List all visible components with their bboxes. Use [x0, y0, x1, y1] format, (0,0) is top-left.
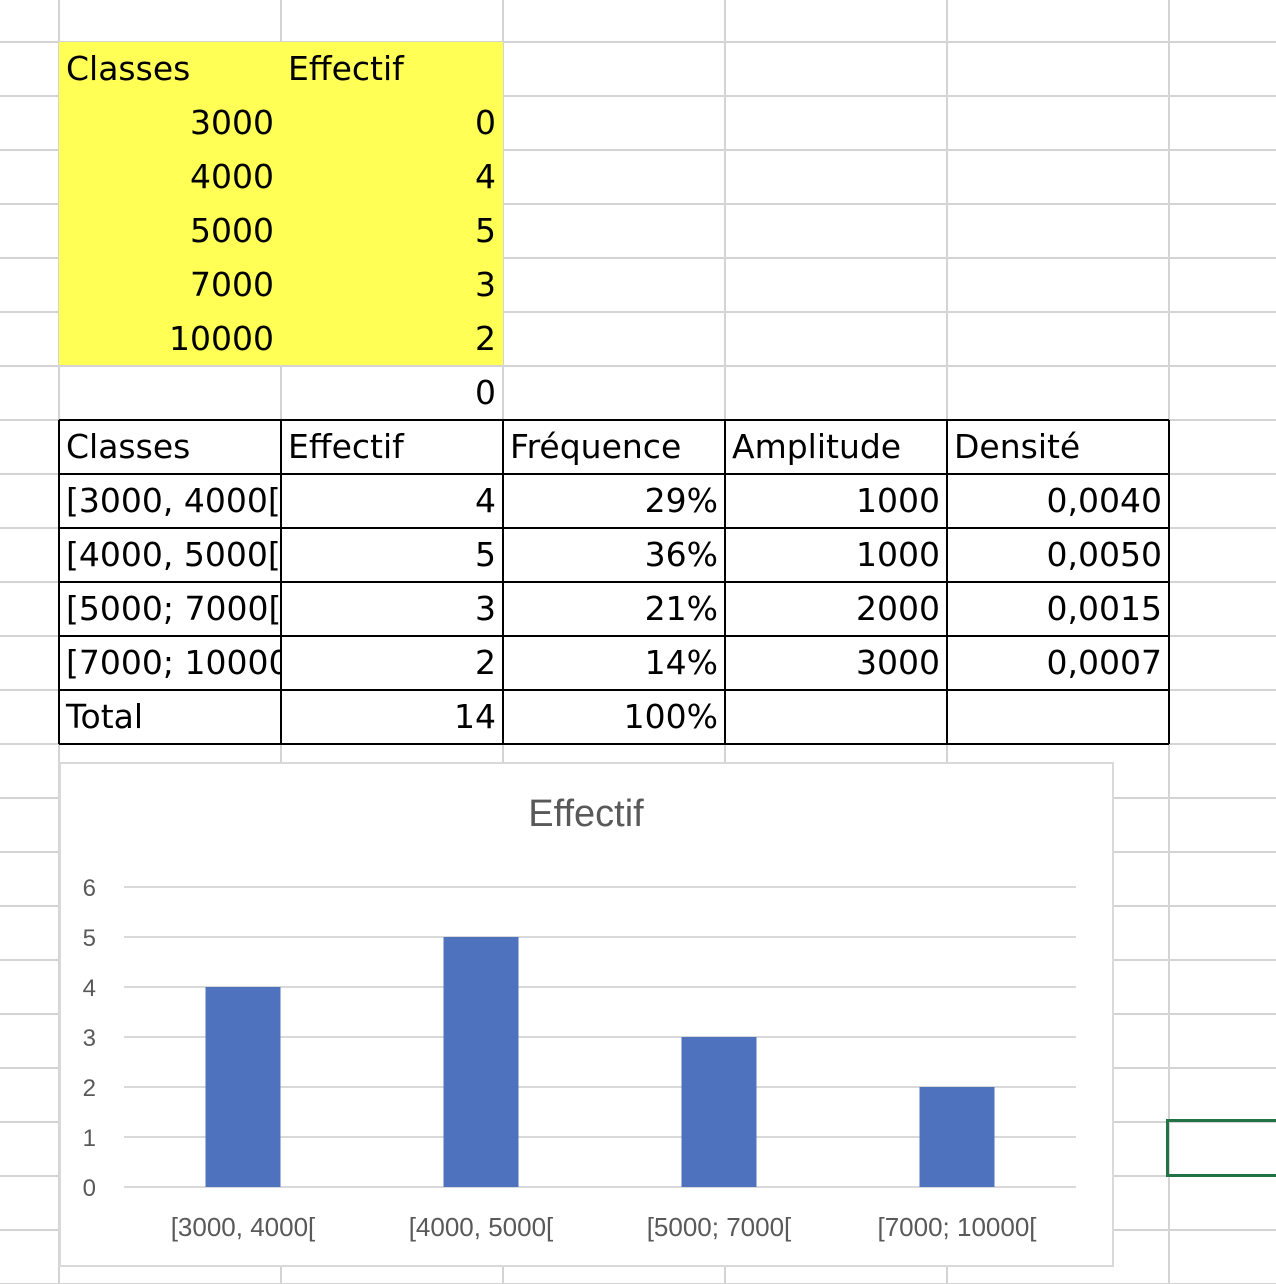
summary-header-amplitude[interactable]: Amplitude	[732, 427, 902, 466]
summary-cell-densite[interactable]: 0,0015	[1046, 589, 1162, 628]
y-tick-label: 6	[83, 875, 96, 902]
summary-cell-effectif[interactable]: 4	[475, 481, 496, 520]
chart-title: Effectif	[528, 793, 644, 835]
input-cell[interactable]: 7000	[190, 265, 274, 304]
y-tick-label: 3	[83, 1025, 96, 1052]
input-cell[interactable]: 0	[475, 103, 496, 142]
summary-header-classes[interactable]: Classes	[66, 427, 191, 466]
input-header-classes[interactable]: Classes	[66, 49, 191, 88]
selected-cell[interactable]	[1166, 1119, 1276, 1177]
input-cell[interactable]: 5000	[190, 211, 274, 250]
y-tick-label: 2	[83, 1075, 96, 1102]
bar	[443, 937, 519, 1187]
y-tick-label: 0	[83, 1175, 96, 1202]
summary-cell-amplitude[interactable]: 1000	[856, 481, 940, 520]
summary-total-label[interactable]: Total	[66, 697, 144, 736]
summary-header-densite[interactable]: Densité	[954, 427, 1081, 466]
summary-cell-densite[interactable]: 0,0007	[1046, 643, 1162, 682]
x-tick-label: [4000, 5000[	[409, 1212, 554, 1242]
summary-total-frequence[interactable]: 100%	[623, 697, 718, 736]
input-cell[interactable]: 5	[475, 211, 496, 250]
x-tick-label: [7000; 10000[	[877, 1212, 1037, 1242]
y-tick-label: 4	[83, 975, 96, 1002]
bar	[919, 1087, 995, 1187]
summary-cell-effectif[interactable]: 2	[475, 643, 496, 682]
input-cell[interactable]: 4000	[190, 157, 274, 196]
summary-cell-frequence[interactable]: 14%	[644, 643, 718, 682]
input-cell[interactable]: 2	[475, 319, 496, 358]
summary-cell-amplitude[interactable]: 3000	[856, 643, 940, 682]
summary-cell-amplitude[interactable]: 2000	[856, 589, 940, 628]
summary-cell-densite[interactable]: 0,0050	[1046, 535, 1162, 574]
summary-cell-frequence[interactable]: 36%	[644, 535, 718, 574]
bar	[205, 987, 281, 1187]
summary-cell-class[interactable]: [5000; 7000[	[66, 589, 281, 628]
y-tick-label: 1	[83, 1125, 96, 1152]
summary-cell-class[interactable]: [4000, 5000[	[66, 535, 281, 574]
highlighted-range	[59, 42, 503, 365]
summary-cell-frequence[interactable]: 29%	[644, 481, 718, 520]
x-tick-label: [5000; 7000[	[647, 1212, 792, 1242]
x-tick-label: [3000, 4000[	[171, 1212, 316, 1242]
summary-cell-class[interactable]: [3000, 4000[	[66, 481, 281, 520]
summary-cell-effectif[interactable]: 5	[475, 535, 496, 574]
input-header-effectif[interactable]: Effectif	[288, 49, 404, 88]
summary-cell-effectif[interactable]: 3	[475, 589, 496, 628]
summary-header-effectif[interactable]: Effectif	[288, 427, 404, 466]
input-cell[interactable]: 3000	[190, 103, 274, 142]
summary-cell-densite[interactable]: 0,0040	[1046, 481, 1162, 520]
summary-cell-amplitude[interactable]: 1000	[856, 535, 940, 574]
y-tick-label: 5	[83, 925, 96, 952]
bar	[681, 1037, 757, 1187]
summary-cell-frequence[interactable]: 21%	[644, 589, 718, 628]
input-cell[interactable]: 3	[475, 265, 496, 304]
input-cell[interactable]: 10000	[169, 319, 274, 358]
summary-cell-class[interactable]: [7000; 10000	[66, 643, 281, 682]
summary-total-effectif[interactable]: 14	[454, 697, 496, 736]
input-cell[interactable]: 0	[475, 373, 496, 412]
input-cell[interactable]: 4	[475, 157, 496, 196]
summary-header-frequence[interactable]: Fréquence	[510, 427, 682, 466]
